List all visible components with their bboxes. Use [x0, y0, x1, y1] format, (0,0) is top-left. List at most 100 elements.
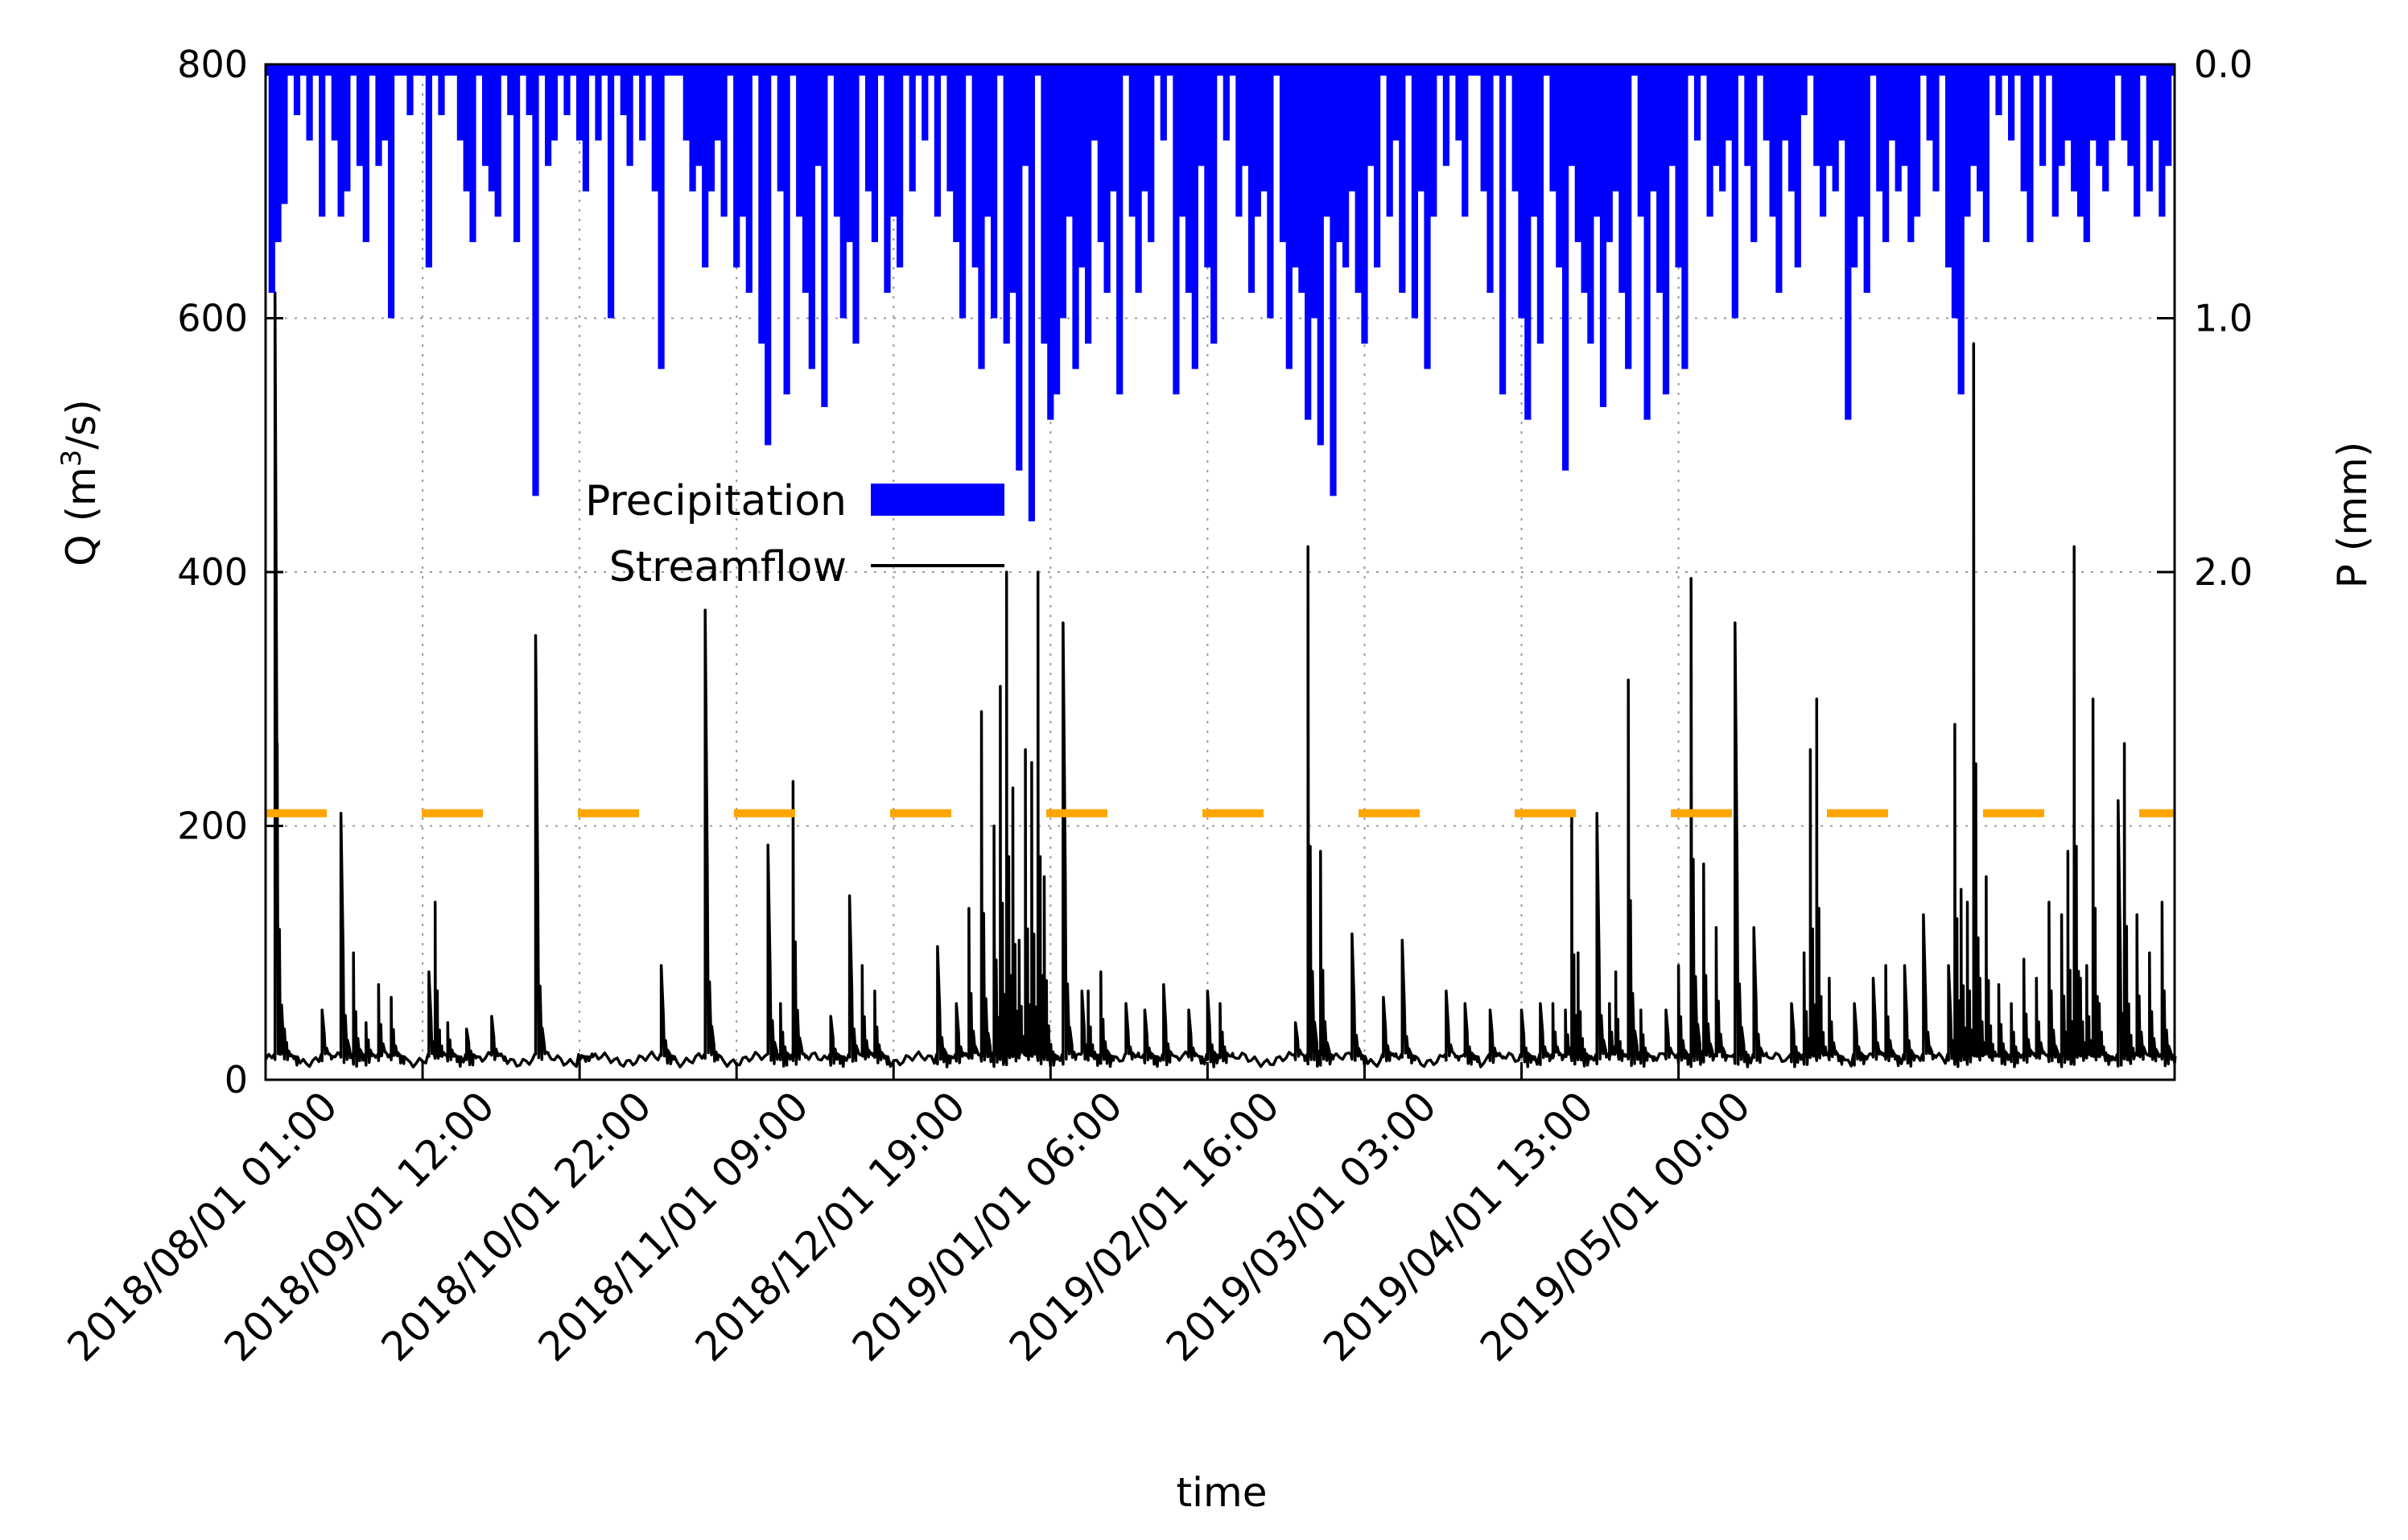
precip-bar-191 [1857, 64, 1864, 217]
precip-bar-212 [2027, 64, 2034, 242]
precip-bar-38 [658, 64, 665, 369]
x-axis-title: time [1177, 1469, 1268, 1516]
precip-bar-122 [1330, 64, 1337, 496]
precip-bar-145 [1524, 64, 1532, 420]
precip-bar-224 [2121, 64, 2128, 141]
precip-bar-11 [375, 64, 382, 167]
precip-bar-137 [1442, 64, 1449, 167]
precip-bar-124 [1342, 64, 1350, 268]
precip-bar-61 [852, 64, 860, 344]
precip-bar-226 [2134, 64, 2141, 217]
precip-bar-71 [953, 64, 960, 242]
legend-label-streamflow: Streamflow [609, 543, 847, 591]
precip-bar-144 [1518, 64, 1525, 319]
precip-bar-184 [1813, 64, 1820, 167]
precip-bar-230 [2165, 64, 2172, 167]
precip-bar-173 [1725, 64, 1733, 141]
streamflow-series [264, 291, 2177, 1069]
precip-bar-78 [1009, 64, 1016, 293]
precip-bar-229 [2159, 64, 2166, 217]
precip-bar-12 [381, 64, 389, 141]
precip-bar-207 [1977, 64, 1984, 191]
precip-bar-183 [1800, 64, 1808, 116]
precip-bar-146 [1531, 64, 1538, 217]
precip-bar-26 [532, 64, 539, 496]
right-axis: 0.0 1.0 2.0 [2157, 43, 2253, 594]
precip-bar-92 [1103, 64, 1111, 293]
precip-bar-1 [274, 64, 282, 242]
precip-bar-86 [1066, 64, 1073, 217]
precip-bar-141 [1486, 64, 1494, 293]
precip-bar-82 [1041, 64, 1048, 344]
precip-bar-9 [356, 64, 364, 167]
precip-bar-119 [1310, 64, 1318, 319]
precip-bar-35 [626, 64, 633, 167]
precip-bar-28 [550, 64, 558, 141]
right-tick-label-2: 2.0 [2194, 550, 2253, 594]
precip-bar-116 [1292, 64, 1299, 268]
precip-bar-69 [934, 64, 941, 217]
precip-bar-135 [1424, 64, 1431, 369]
precip-bar-206 [1970, 64, 1977, 167]
precip-bar-96 [1135, 64, 1142, 293]
precip-bar-147 [1536, 64, 1544, 344]
precip-bar-44 [714, 64, 721, 141]
precip-bar-221 [2096, 64, 2103, 167]
precip-bar-102 [1185, 64, 1193, 293]
precip-bar-129 [1374, 64, 1381, 268]
precip-bar-7 [337, 64, 344, 217]
precip-bar-111 [1254, 64, 1261, 217]
precip-bar-41 [695, 64, 703, 167]
precip-bar-19 [469, 64, 476, 242]
precip-bar-148 [1549, 64, 1557, 191]
precip-bar-128 [1367, 64, 1375, 167]
precip-bar-208 [1982, 64, 1989, 242]
precip-bar-34 [620, 64, 627, 116]
precip-bar-107 [1223, 64, 1230, 141]
precip-bar-87 [1072, 64, 1079, 369]
precip-bar-62 [865, 64, 872, 191]
precip-bar-27 [545, 64, 552, 167]
precip-bar-73 [971, 64, 979, 268]
precip-bar-120 [1317, 64, 1324, 446]
precip-bar-181 [1787, 64, 1796, 191]
precip-bar-155 [1594, 64, 1601, 217]
precip-bar-81 [1028, 64, 1035, 521]
precip-bar-132 [1399, 64, 1406, 293]
precip-bar-123 [1336, 64, 1343, 242]
precip-bar-149 [1556, 64, 1563, 268]
precip-bar-77 [1003, 64, 1010, 344]
precip-bar-225 [2127, 64, 2134, 167]
precip-bar-60 [846, 64, 853, 242]
precip-bar-101 [1179, 64, 1186, 217]
precip-bar-25 [526, 64, 533, 116]
precip-bar-186 [1825, 64, 1833, 167]
precip-bar-194 [1882, 64, 1890, 242]
precip-bar-52 [783, 64, 790, 395]
precip-bar-210 [2008, 64, 2015, 141]
precip-bar-2 [281, 64, 288, 204]
precip-bar-170 [1706, 64, 1713, 217]
left-tick-label-2: 400 [177, 550, 248, 594]
precip-bar-3 [293, 64, 301, 116]
precip-bar-125 [1348, 64, 1355, 191]
precip-bar-167 [1675, 64, 1682, 268]
precip-bar-118 [1305, 64, 1312, 420]
precip-bar-180 [1782, 64, 1789, 141]
precip-bar-196 [1895, 64, 1902, 191]
precip-bar-136 [1430, 64, 1437, 217]
precip-bar-222 [2102, 64, 2109, 191]
precip-bar-21 [488, 64, 495, 191]
precip-bar-93 [1110, 64, 1117, 191]
precip-bar-168 [1681, 64, 1688, 369]
y-axis-left-title-end: /s) [58, 399, 105, 449]
precip-bar-178 [1769, 64, 1776, 217]
precip-bar-80 [1022, 64, 1029, 167]
precip-bar-39 [682, 64, 690, 141]
precip-bar-214 [2051, 64, 2059, 217]
precip-bar-219 [2083, 64, 2090, 242]
precip-bar-198 [1907, 64, 1915, 242]
precip-bar-10 [362, 64, 369, 242]
precip-bar-23 [507, 64, 514, 116]
